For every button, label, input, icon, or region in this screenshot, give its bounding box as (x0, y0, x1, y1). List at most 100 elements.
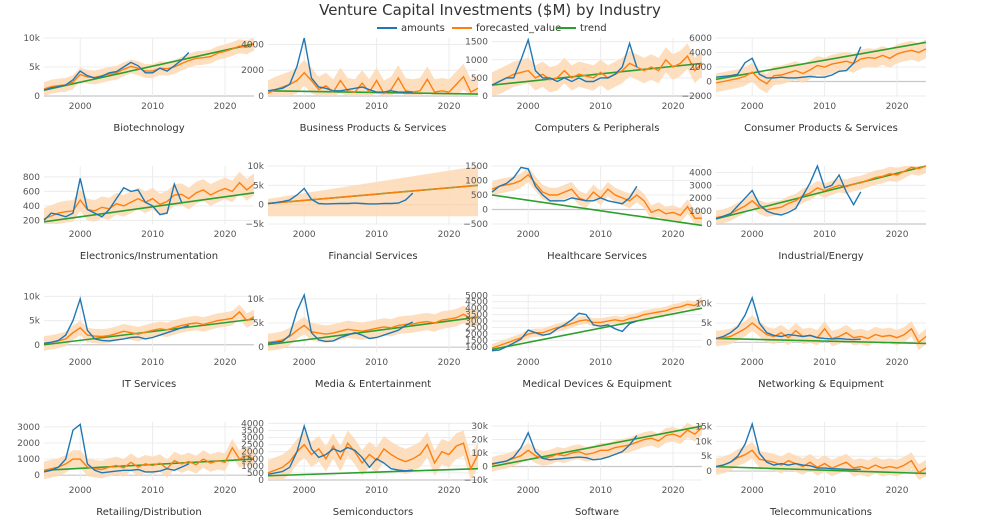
amounts-line (715, 295, 861, 341)
forecast-line (267, 441, 479, 474)
y-tick-label: 15k (695, 422, 712, 432)
x-tick-label: 2000 (293, 230, 316, 240)
legend-label-trend: trend (580, 23, 607, 34)
trend-line (267, 467, 479, 477)
amounts-line (715, 421, 861, 471)
y-tick-label: 10k (695, 300, 712, 310)
y-tick-label: 0 (258, 476, 264, 486)
y-tick-label: 1000 (465, 343, 488, 353)
y-tick-label: 500 (471, 191, 488, 201)
x-tick-label: 2000 (69, 230, 92, 240)
y-tick-label: 1000 (17, 455, 40, 465)
x-tick-label: 2020 (886, 230, 909, 240)
x-tick-label: 2020 (886, 486, 909, 496)
y-tick-label: 0 (34, 471, 40, 481)
subplot-title: Industrial/Energy (778, 251, 863, 262)
legend-item-forecast[interactable]: forecasted_value (452, 23, 561, 34)
y-tick-label: 2500 (465, 324, 488, 334)
y-tick-label: 4000 (241, 40, 264, 50)
trend-line (491, 62, 703, 86)
subplot-title: Software (575, 507, 619, 518)
panel-electronics-instrumentation: 200 400 600 800 2000 2010 2020 Electronics/Inst… (23, 166, 255, 262)
y-tick-label: 0 (482, 206, 488, 216)
forecast-band (44, 171, 254, 224)
y-tick-label: 4000 (465, 304, 488, 314)
trend-line (491, 194, 703, 227)
y-tick-label: 1500 (465, 162, 488, 172)
subplot-title: Biotechnology (113, 123, 184, 134)
subplot-title: Media & Entertainment (315, 379, 431, 390)
x-tick-label: 2010 (365, 486, 388, 496)
legend-item-amounts[interactable]: amounts (377, 23, 445, 34)
legend: amounts forecasted_value trend (377, 23, 607, 34)
x-tick-label: 2020 (214, 230, 237, 240)
subplot-title: Retailing/Distribution (96, 507, 201, 518)
y-tick-label: 5k (253, 181, 265, 191)
amounts-line (491, 312, 638, 352)
panel-networking-equipment: 0 5k 10k 2000 2010 2020 Networking & Equipment (695, 294, 927, 390)
panel-it-services: 0 5k 10k 2000 2010 2020 IT Services (23, 292, 255, 390)
trend-line (43, 43, 255, 91)
y-tick-label: 0 (34, 341, 40, 351)
y-tick-label: 5k (29, 63, 41, 73)
y-tick-label: 1500 (465, 336, 488, 346)
forecast-line (267, 313, 479, 343)
amounts-line (267, 187, 414, 205)
y-tick-label: 2000 (241, 448, 264, 458)
forecast-line (43, 181, 255, 220)
amounts-line (715, 164, 862, 220)
forecast-line (715, 322, 927, 344)
subplot-title: Semiconductors (333, 507, 414, 518)
x-tick-label: 2010 (365, 358, 388, 368)
forecast-line (715, 165, 927, 219)
x-tick-label: 2000 (293, 102, 316, 112)
x-tick-label: 2000 (517, 230, 540, 240)
panel-business-products-services: 0 2000 4000 2000 2010 2020 Business Products &… (241, 37, 479, 134)
amounts-line (43, 296, 190, 344)
trend-line (491, 425, 703, 468)
y-tick-label: 0 (34, 92, 40, 102)
trend-line (715, 337, 927, 345)
y-tick-label: 20k (471, 436, 488, 446)
x-tick-label: 2020 (214, 358, 237, 368)
x-tick-label: 2020 (662, 102, 685, 112)
x-tick-label: 2010 (813, 358, 836, 368)
y-tick-label: 200 (23, 216, 40, 226)
panel-biotechnology: 0 5k 10k 2000 2010 2020 Biotechnology (23, 34, 255, 134)
x-tick-label: 2000 (741, 102, 764, 112)
y-tick-label: −10k (464, 476, 489, 486)
y-tick-label: 2000 (17, 439, 40, 449)
panel-telecommunications: 0 5k 10k 15k 2000 2010 2020 Telecommunications (695, 421, 927, 518)
y-tick-label: −2000 (682, 92, 713, 102)
x-tick-label: 2010 (813, 486, 836, 496)
y-tick-label: 10k (695, 437, 712, 447)
trend-line (267, 316, 479, 346)
y-tick-label: 4500 (465, 298, 488, 308)
y-tick-label: 5k (253, 319, 265, 329)
x-tick-label: 2010 (589, 358, 612, 368)
amounts-line (267, 423, 413, 475)
panel-media-entertainment: 0 5k 10k 2000 2010 2020 Media & Entertainment (247, 292, 479, 390)
x-tick-label: 2010 (589, 102, 612, 112)
y-tick-label: 600 (23, 187, 40, 197)
trend-line (715, 165, 927, 220)
y-tick-label: 10k (23, 292, 40, 302)
subplot-title: Electronics/Instrumentation (80, 251, 218, 262)
y-tick-label: 3500 (241, 426, 264, 436)
y-tick-label: 4000 (241, 419, 264, 429)
y-tick-label: 2000 (465, 330, 488, 340)
x-tick-label: 2000 (517, 102, 540, 112)
forecast-line (43, 446, 255, 471)
x-tick-label: 2000 (69, 486, 92, 496)
x-tick-label: 2020 (886, 358, 909, 368)
x-tick-label: 2010 (589, 230, 612, 240)
x-tick-label: 2020 (886, 102, 909, 112)
y-tick-label: 3000 (241, 434, 264, 444)
legend-item-trend[interactable]: trend (556, 23, 607, 34)
y-tick-label: 1500 (465, 38, 488, 48)
forecast-line (491, 299, 703, 349)
x-tick-label: 2000 (293, 486, 316, 496)
